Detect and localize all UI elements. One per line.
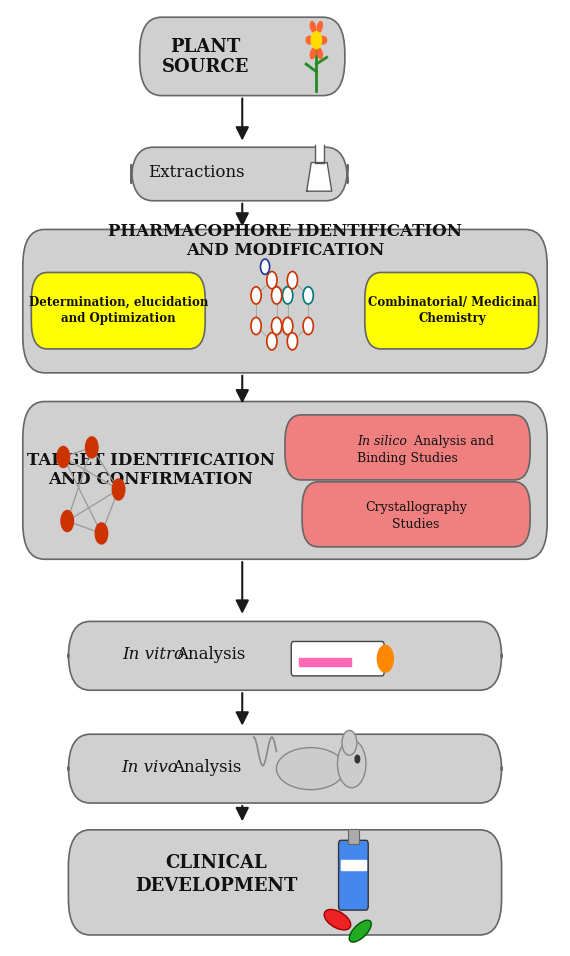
Text: In vitro: In vitro [122, 646, 184, 663]
FancyBboxPatch shape [302, 482, 530, 547]
Text: Crystallography: Crystallography [365, 501, 467, 514]
FancyBboxPatch shape [68, 734, 502, 803]
Ellipse shape [317, 22, 323, 33]
FancyBboxPatch shape [131, 147, 348, 201]
Ellipse shape [324, 909, 351, 930]
FancyBboxPatch shape [68, 621, 502, 690]
FancyBboxPatch shape [140, 17, 345, 96]
Circle shape [260, 259, 270, 274]
Text: Binding Studies: Binding Studies [357, 452, 458, 466]
Text: Determination, elucidation: Determination, elucidation [29, 295, 208, 309]
Ellipse shape [276, 748, 345, 790]
Ellipse shape [349, 921, 371, 942]
FancyBboxPatch shape [23, 229, 547, 373]
Bar [341, 860, 366, 870]
Text: SOURCE: SOURCE [161, 58, 249, 76]
FancyBboxPatch shape [23, 402, 547, 559]
Text: CLINICAL: CLINICAL [166, 855, 267, 872]
Circle shape [271, 317, 282, 335]
Circle shape [251, 317, 261, 335]
Circle shape [61, 511, 74, 532]
Ellipse shape [306, 36, 313, 44]
Text: PLANT: PLANT [170, 38, 241, 55]
Text: Studies: Studies [392, 518, 440, 532]
Ellipse shape [310, 22, 316, 33]
Text: Extractions: Extractions [148, 163, 245, 181]
Circle shape [251, 287, 261, 304]
Polygon shape [307, 163, 332, 191]
Ellipse shape [317, 48, 323, 58]
Text: DEVELOPMENT: DEVELOPMENT [136, 878, 298, 895]
Text: In silico: In silico [358, 435, 408, 448]
Text: PHARMACOPHORE IDENTIFICATION: PHARMACOPHORE IDENTIFICATION [108, 223, 462, 240]
Ellipse shape [310, 48, 316, 58]
Circle shape [337, 740, 366, 788]
Circle shape [303, 287, 314, 304]
Text: TARGET IDENTIFICATION: TARGET IDENTIFICATION [27, 452, 275, 469]
FancyBboxPatch shape [339, 840, 368, 910]
Circle shape [271, 287, 282, 304]
Circle shape [267, 272, 277, 289]
Polygon shape [315, 145, 324, 163]
Bar [348, 829, 359, 844]
Text: AND MODIFICATION: AND MODIFICATION [186, 242, 384, 259]
Circle shape [283, 317, 293, 335]
FancyBboxPatch shape [285, 415, 530, 480]
FancyBboxPatch shape [365, 272, 539, 349]
Text: Chemistry: Chemistry [418, 312, 486, 325]
Circle shape [283, 287, 293, 304]
Circle shape [57, 446, 70, 467]
Text: Analysis: Analysis [172, 759, 241, 776]
Text: AND CONFIRMATION: AND CONFIRMATION [48, 471, 254, 489]
Circle shape [303, 317, 314, 335]
FancyBboxPatch shape [68, 830, 502, 935]
Text: and Optimization: and Optimization [61, 312, 176, 325]
Circle shape [287, 333, 298, 350]
Circle shape [287, 272, 298, 289]
Text: Analysis: Analysis [176, 646, 246, 663]
Circle shape [355, 755, 360, 763]
Text: Combinatorial/ Medicinal: Combinatorial/ Medicinal [368, 295, 536, 309]
Circle shape [311, 32, 321, 49]
Text: Analysis and: Analysis and [410, 435, 494, 448]
Ellipse shape [320, 36, 327, 44]
Circle shape [342, 730, 357, 755]
Circle shape [377, 645, 393, 672]
Text: In vivo: In vivo [121, 759, 178, 776]
Circle shape [95, 523, 108, 544]
Circle shape [86, 437, 98, 458]
Circle shape [267, 333, 277, 350]
Bar [299, 658, 351, 666]
FancyBboxPatch shape [31, 272, 205, 349]
FancyBboxPatch shape [291, 641, 384, 676]
Circle shape [112, 479, 125, 500]
